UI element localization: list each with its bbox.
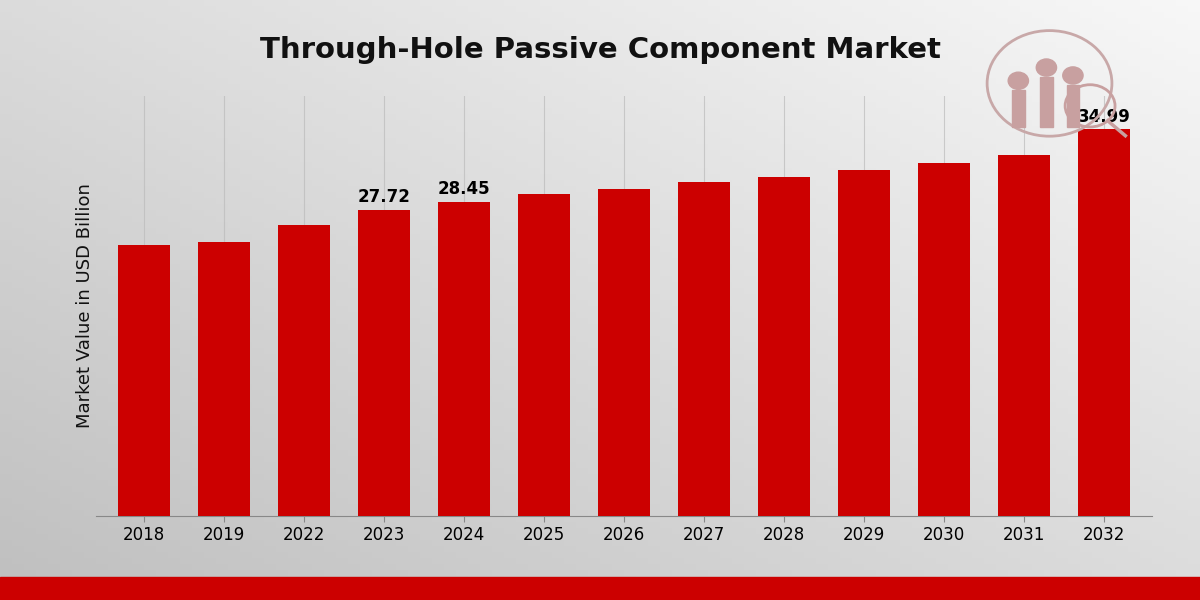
Bar [278, 226, 330, 516]
Bar [118, 245, 170, 516]
Bar [998, 155, 1050, 516]
Circle shape [1063, 67, 1084, 84]
Circle shape [1037, 59, 1056, 76]
Circle shape [1008, 72, 1028, 89]
Bar [1078, 129, 1130, 516]
Bar [838, 170, 890, 516]
Bar [518, 194, 570, 516]
Bar [1040, 77, 1052, 127]
Y-axis label: Market Value in USD Billion: Market Value in USD Billion [76, 184, 94, 428]
Bar [358, 209, 410, 516]
Bar [1067, 85, 1079, 127]
Text: 27.72: 27.72 [358, 188, 410, 206]
Bar [1012, 90, 1025, 127]
Bar [438, 202, 490, 516]
Bar [198, 242, 250, 516]
Bar [918, 163, 970, 516]
Bar [758, 176, 810, 516]
Bar [678, 182, 730, 516]
Text: Through-Hole Passive Component Market: Through-Hole Passive Component Market [259, 36, 941, 64]
Bar [598, 189, 650, 516]
Text: 34.99: 34.99 [1078, 108, 1130, 126]
Text: 28.45: 28.45 [438, 180, 491, 198]
